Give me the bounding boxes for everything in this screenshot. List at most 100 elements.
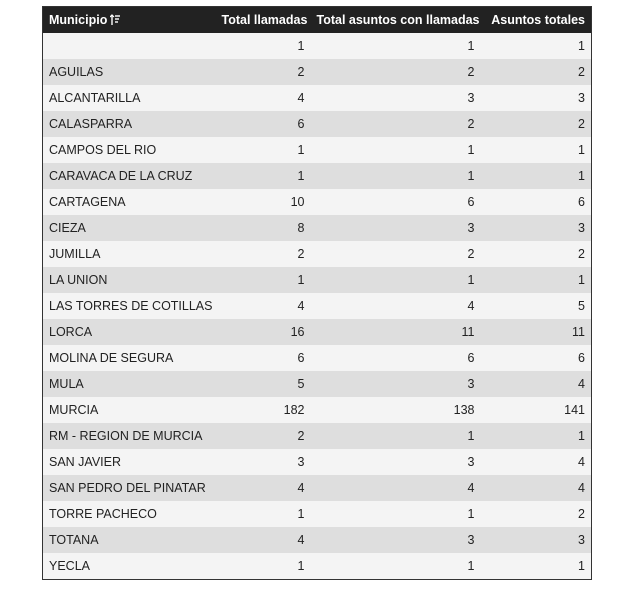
- municipio-cell: LA UNION: [42, 267, 216, 293]
- number-cell: 6: [480, 189, 592, 215]
- number-cell: 1: [215, 163, 311, 189]
- table-row: TORRE PACHECO 1 1 2: [42, 501, 592, 527]
- number-cell: 4: [310, 475, 481, 501]
- column-header[interactable]: Total asuntos con llamadas: [310, 6, 481, 33]
- municipio-cell: CAMPOS DEL RIO: [42, 137, 216, 163]
- number-cell: 2: [310, 59, 481, 85]
- municipio-cell: RM - REGION DE MURCIA: [42, 423, 216, 449]
- table-row: YECLA 1 1 1: [42, 553, 592, 580]
- table-row: LA UNION 1 1 1: [42, 267, 592, 293]
- number-cell: 1: [310, 163, 481, 189]
- number-cell: 3: [215, 449, 311, 475]
- municipio-cell: CARTAGENA: [42, 189, 216, 215]
- number-cell: 4: [480, 449, 592, 475]
- municipio-cell: MULA: [42, 371, 216, 397]
- number-cell: 4: [215, 293, 311, 319]
- municipio-cell: CALASPARRA: [42, 111, 216, 137]
- number-cell: 4: [215, 527, 311, 553]
- table-row: MULA 5 3 4: [42, 371, 592, 397]
- number-cell: 2: [215, 241, 311, 267]
- table-row: RM - REGION DE MURCIA 2 1 1: [42, 423, 592, 449]
- number-cell: 6: [215, 345, 311, 371]
- number-cell: 1: [310, 501, 481, 527]
- municipio-cell: SAN PEDRO DEL PINATAR: [42, 475, 216, 501]
- number-cell: 2: [480, 59, 592, 85]
- number-cell: 6: [215, 111, 311, 137]
- table-row: CALASPARRA 6 2 2: [42, 111, 592, 137]
- number-cell: 1: [480, 423, 592, 449]
- table-row: TOTANA 4 3 3: [42, 527, 592, 553]
- number-cell: 3: [310, 215, 481, 241]
- number-cell: 1: [310, 553, 481, 580]
- number-cell: 3: [480, 215, 592, 241]
- header-text: Municipio: [49, 13, 108, 27]
- number-cell: 1: [480, 33, 592, 59]
- number-cell: 2: [480, 501, 592, 527]
- table-row: JUMILLA 2 2 2: [42, 241, 592, 267]
- column-header[interactable]: Total llamadas: [215, 6, 311, 33]
- number-cell: 4: [480, 371, 592, 397]
- number-cell: 2: [480, 241, 592, 267]
- number-cell: 1: [310, 33, 481, 59]
- number-cell: 6: [310, 345, 481, 371]
- table-row: MOLINA DE SEGURA 6 6 6: [42, 345, 592, 371]
- municipio-cell: JUMILLA: [42, 241, 216, 267]
- municipio-cell: ALCANTARILLA: [42, 85, 216, 111]
- number-cell: 11: [480, 319, 592, 345]
- municipio-cell: YECLA: [42, 553, 216, 580]
- table-row: CIEZA 8 3 3: [42, 215, 592, 241]
- table-row: CARAVACA DE LA CRUZ 1 1 1: [42, 163, 592, 189]
- number-cell: 2: [215, 59, 311, 85]
- number-cell: 1: [215, 553, 311, 580]
- table-row: MURCIA 182 138 141: [42, 397, 592, 423]
- number-cell: 1: [480, 267, 592, 293]
- number-cell: 1: [310, 137, 481, 163]
- table-row: AGUILAS 2 2 2: [42, 59, 592, 85]
- number-cell: 11: [310, 319, 481, 345]
- municipio-cell: CIEZA: [42, 215, 216, 241]
- municipio-cell: MOLINA DE SEGURA: [42, 345, 216, 371]
- number-cell: 5: [480, 293, 592, 319]
- number-cell: 182: [215, 397, 311, 423]
- number-cell: 10: [215, 189, 311, 215]
- number-cell: 1: [480, 137, 592, 163]
- table-body: 1 1 1 AGUILAS 2 2 2 ALCANTARILLA 4 3 3 CALASPARRA 6 2…: [42, 33, 592, 580]
- number-cell: 141: [480, 397, 592, 423]
- number-cell: 3: [480, 85, 592, 111]
- sort-icon[interactable]: [109, 14, 121, 26]
- table-row: SAN PEDRO DEL PINATAR 4 4 4: [42, 475, 592, 501]
- number-cell: 3: [480, 527, 592, 553]
- column-header[interactable]: Municipio: [42, 6, 216, 33]
- number-cell: 2: [310, 111, 481, 137]
- number-cell: 6: [310, 189, 481, 215]
- number-cell: 3: [310, 371, 481, 397]
- number-cell: 16: [215, 319, 311, 345]
- number-cell: 3: [310, 85, 481, 111]
- table-row: SAN JAVIER 3 3 4: [42, 449, 592, 475]
- number-cell: 4: [480, 475, 592, 501]
- number-cell: 3: [310, 449, 481, 475]
- number-cell: 8: [215, 215, 311, 241]
- number-cell: 3: [310, 527, 481, 553]
- column-header[interactable]: Asuntos totales: [480, 6, 592, 33]
- number-cell: 1: [215, 267, 311, 293]
- table-row: LAS TORRES DE COTILLAS 4 4 5: [42, 293, 592, 319]
- number-cell: 1: [310, 423, 481, 449]
- number-cell: 1: [480, 553, 592, 580]
- table-row: LORCA 16 11 11: [42, 319, 592, 345]
- municipio-cell: TOTANA: [42, 527, 216, 553]
- municipio-cell: SAN JAVIER: [42, 449, 216, 475]
- number-cell: 2: [310, 241, 481, 267]
- table-row: ALCANTARILLA 4 3 3: [42, 85, 592, 111]
- number-cell: 1: [215, 501, 311, 527]
- number-cell: 4: [310, 293, 481, 319]
- municipio-cell: LORCA: [42, 319, 216, 345]
- municipio-cell: CARAVACA DE LA CRUZ: [42, 163, 216, 189]
- number-cell: 4: [215, 475, 311, 501]
- number-cell: 6: [480, 345, 592, 371]
- table-row: CARTAGENA 10 6 6: [42, 189, 592, 215]
- number-cell: 1: [480, 163, 592, 189]
- municipio-cell: LAS TORRES DE COTILLAS: [42, 293, 216, 319]
